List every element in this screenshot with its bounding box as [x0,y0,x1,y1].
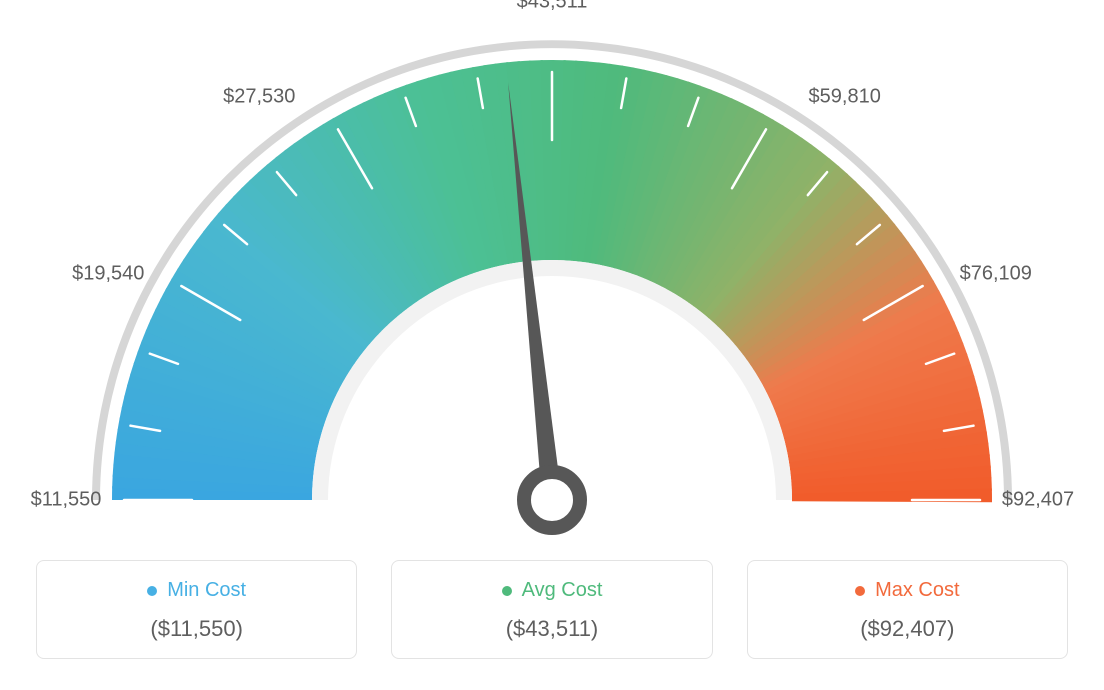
legend-row: Min Cost ($11,550) Avg Cost ($43,511) Ma… [0,560,1104,687]
gauge-scale-label: $76,109 [960,262,1032,285]
legend-title-text: Max Cost [875,579,959,602]
legend-title-avg: Avg Cost [502,579,603,602]
gauge-scale-label: $27,530 [223,86,295,109]
legend-value-avg: ($43,511) [402,616,701,642]
legend-title-text: Avg Cost [522,579,603,602]
legend-title-min: Min Cost [147,579,246,602]
legend-card-min: Min Cost ($11,550) [36,560,357,659]
legend-title-text: Min Cost [167,579,246,602]
legend-card-avg: Avg Cost ($43,511) [391,560,712,659]
dot-icon [147,586,157,596]
gauge-scale-label: $92,407 [1002,489,1074,512]
gauge-scale-label: $59,810 [809,86,881,109]
gauge-scale-label: $11,550 [31,489,102,512]
dot-icon [502,586,512,596]
legend-card-max: Max Cost ($92,407) [747,560,1068,659]
gauge-scale-label: $19,540 [72,262,144,285]
legend-value-min: ($11,550) [47,616,346,642]
dot-icon [855,586,865,596]
gauge-svg [0,0,1104,560]
gauge-scale-label: $43,511 [517,0,588,14]
legend-value-max: ($92,407) [758,616,1057,642]
gauge-chart: $11,550 $19,540 $27,530 $43,511 $59,810 $76,1… [0,0,1104,560]
legend-title-max: Max Cost [855,579,959,602]
